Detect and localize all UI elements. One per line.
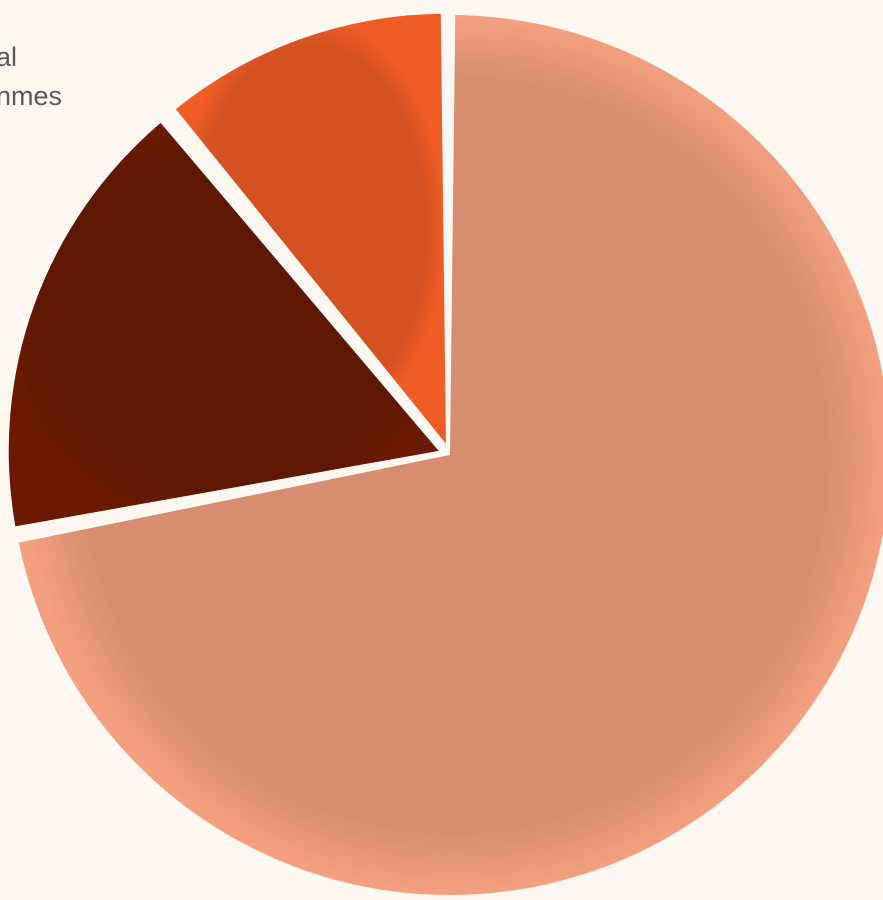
slice-shade [8,122,439,527]
slice-shade [18,15,883,895]
pie [8,13,883,895]
slice-shade [175,13,446,444]
annotation: nmes [0,81,62,111]
annotation: al [0,42,17,72]
